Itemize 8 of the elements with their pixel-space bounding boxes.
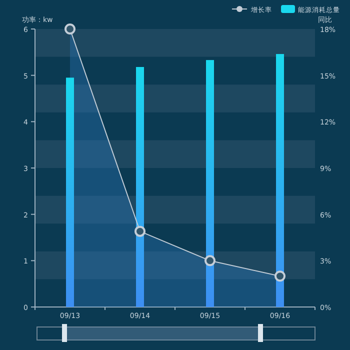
bar	[66, 78, 74, 307]
bar	[136, 66, 144, 307]
bar	[206, 60, 214, 307]
point	[64, 24, 76, 34]
point	[134, 226, 146, 237]
bar	[276, 54, 284, 307]
point	[274, 270, 286, 282]
point	[204, 255, 216, 266]
